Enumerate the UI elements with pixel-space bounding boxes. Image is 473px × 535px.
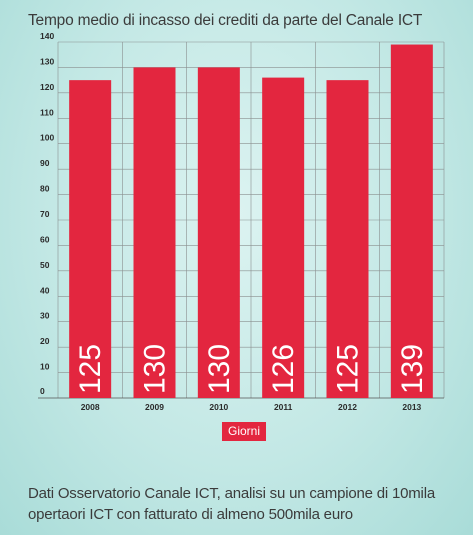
source-line-1: Dati Osservatorio Canale ICT, analisi su… — [28, 485, 435, 502]
y-tick-label: 30 — [40, 311, 50, 321]
x-tick-label: 2011 — [274, 402, 293, 412]
y-tick-label: 0 — [40, 386, 45, 396]
data-label: 126 — [267, 344, 300, 394]
y-tick-label: 140 — [40, 31, 54, 41]
bar-2013 — [390, 44, 433, 399]
y-tick-label: 40 — [40, 285, 50, 295]
bar-2012 — [326, 80, 369, 399]
source-line-2: opertaori ICT con fatturato di almeno 50… — [28, 506, 353, 523]
y-tick-label: 90 — [40, 158, 50, 168]
bar-chart: 0 10 20 30 40 50 60 70 80 90 100 110 120 130 140 125 200… — [38, 31, 445, 412]
bar-2011 — [262, 77, 305, 398]
y-tick-label: 120 — [40, 82, 54, 92]
y-tick-label: 20 — [40, 336, 50, 346]
legend-giorni: Giorni — [222, 422, 267, 441]
x-tick-label: 2009 — [145, 402, 164, 412]
bar-2010 — [197, 67, 240, 398]
bar-2008 — [69, 80, 112, 399]
y-tick-label: 100 — [40, 133, 54, 143]
source-note: Dati Osservatorio Canale ICT, analisi su… — [28, 483, 435, 525]
data-label: 130 — [203, 344, 236, 394]
y-tick-label: 10 — [40, 362, 50, 372]
x-tick-label: 2010 — [209, 402, 228, 412]
y-tick-label: 130 — [40, 56, 54, 66]
data-label: 130 — [139, 344, 172, 394]
data-label: 125 — [74, 344, 107, 394]
y-tick-label: 50 — [40, 260, 50, 270]
x-tick-label: 2008 — [81, 402, 100, 412]
data-label: 125 — [332, 344, 365, 394]
x-tick-label: 2013 — [402, 402, 421, 412]
x-tick-label: 2012 — [338, 402, 357, 412]
bar-2009 — [133, 67, 176, 398]
data-label: 139 — [396, 344, 429, 394]
y-tick-label: 70 — [40, 209, 50, 219]
y-tick-label: 110 — [40, 107, 54, 117]
y-tick-label: 80 — [40, 184, 50, 194]
chart-title: Tempo medio di incasso dei crediti da pa… — [28, 12, 423, 29]
y-tick-label: 60 — [40, 234, 50, 244]
